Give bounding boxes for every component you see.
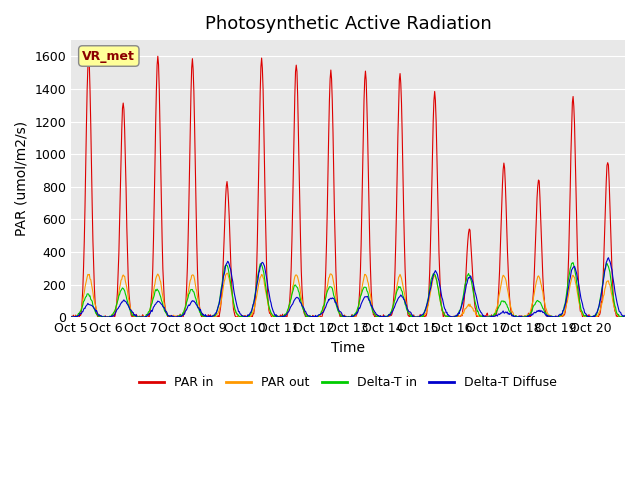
Delta-T Diffuse [283,312,291,317]
Delta-T in [262,285,270,291]
Y-axis label: PAR (umol/m2/s): PAR (umol/m2/s) [15,121,29,236]
Delta-T Diffuse [262,272,270,277]
PAR out [437,302,445,308]
PAR out [620,314,628,320]
PAR out [133,314,141,320]
Line: PAR in: PAR in [71,56,624,317]
Delta-T in [67,314,75,320]
PAR in [68,314,76,320]
PAR out [284,310,291,316]
Delta-T in [235,313,243,319]
Delta-T Diffuse [69,314,77,320]
Delta-T Diffuse [67,314,75,320]
PAR in [263,268,271,274]
Title: Photosynthetic Active Radiation: Photosynthetic Active Radiation [205,15,492,33]
Delta-T in [436,299,444,305]
Text: VR_met: VR_met [83,49,135,62]
PAR in [406,311,414,317]
PAR in [437,300,445,306]
Delta-T Diffuse [133,314,141,320]
PAR in [133,313,141,319]
Delta-T Diffuse [620,312,628,318]
Line: Delta-T in: Delta-T in [71,263,624,317]
PAR out [406,312,414,318]
Delta-T Diffuse [406,309,413,315]
Delta-T in [133,314,141,320]
Delta-T in [569,260,577,265]
Delta-T in [283,310,291,315]
PAR in [154,53,162,59]
X-axis label: Time: Time [331,341,365,355]
Delta-T Diffuse [235,309,243,314]
Line: Delta-T Diffuse: Delta-T Diffuse [71,258,624,317]
PAR out [67,314,75,320]
Delta-T Diffuse [436,286,444,291]
PAR in [284,311,291,317]
PAR out [68,314,76,320]
PAR in [236,314,243,320]
Legend: PAR in, PAR out, Delta-T in, Delta-T Diffuse: PAR in, PAR out, Delta-T in, Delta-T Dif… [134,371,562,394]
PAR out [223,270,231,276]
PAR out [236,313,243,319]
PAR out [263,293,271,299]
PAR in [620,314,628,320]
Delta-T Diffuse [605,255,612,261]
Delta-T in [620,313,628,319]
Delta-T in [406,312,413,317]
PAR in [67,313,75,319]
Delta-T in [70,314,77,320]
Line: PAR out: PAR out [71,273,624,317]
